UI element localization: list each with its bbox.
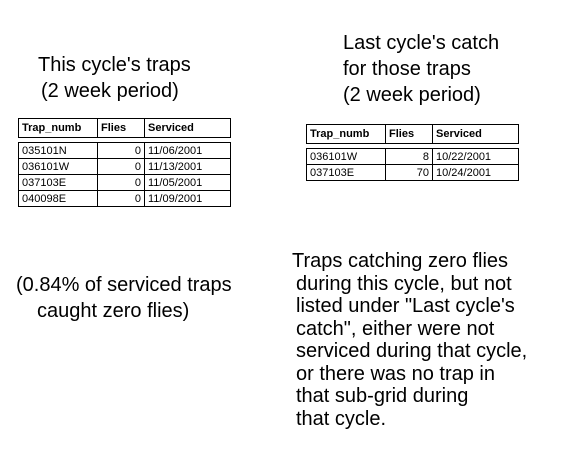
note-line: that cycle. <box>296 407 387 430</box>
serviced-cell: 10/22/2001 <box>432 148 519 165</box>
trap-number-cell: 037103E <box>306 164 386 181</box>
table-row: 040098E 0 11/09/2001 <box>18 190 231 207</box>
heading-line: This cycle's traps <box>38 54 191 76</box>
last-cycle-heading: Last cycle's catch for those traps (2 we… <box>343 30 499 108</box>
trap-number-cell: 040098E <box>18 190 98 207</box>
this-cycle-traps-table: Trap_numb Flies Serviced 035101N 0 11/06… <box>18 118 231 207</box>
note-line: serviced during that cycle, <box>296 340 528 362</box>
heading-line: (2 week period) <box>41 80 179 102</box>
flies-cell: 0 <box>97 190 145 207</box>
serviced-cell: 11/06/2001 <box>144 142 231 159</box>
table-row: 037103E 0 11/05/2001 <box>18 174 231 191</box>
column-header-flies: Flies <box>97 118 145 138</box>
note-line: listed under "Last cycle's <box>296 295 515 317</box>
zero-flies-percentage-note: (0.84% of serviced traps caught zero fli… <box>16 272 232 324</box>
serviced-cell: 10/24/2001 <box>432 164 519 181</box>
table-row: 036101W 8 10/22/2001 <box>306 148 519 165</box>
flies-cell: 0 <box>97 142 145 159</box>
column-header-flies: Flies <box>385 124 433 144</box>
flies-cell: 70 <box>385 164 433 181</box>
explanation-note: Traps catching zero flies during this cy… <box>292 250 527 430</box>
trap-number-cell: 036101W <box>18 158 98 175</box>
note-line: during this cycle, but not <box>296 272 512 295</box>
table-row: 037103E 70 10/24/2001 <box>306 164 519 181</box>
trap-number-cell: 037103E <box>18 174 98 191</box>
flies-cell: 8 <box>385 148 433 165</box>
heading-line: for those traps <box>343 58 471 80</box>
flies-cell: 0 <box>97 158 145 175</box>
column-header-trap-number: Trap_numb <box>306 124 386 144</box>
flies-cell: 0 <box>97 174 145 191</box>
column-header-trap-number: Trap_numb <box>18 118 98 138</box>
column-header-serviced: Serviced <box>144 118 231 138</box>
note-line: caught zero flies) <box>37 300 190 322</box>
note-line: catch", either were not <box>296 317 495 340</box>
note-line: or there was no trap in <box>296 362 495 385</box>
note-line: Traps catching zero flies <box>292 250 509 272</box>
table-row: 036101W 0 11/13/2001 <box>18 158 231 175</box>
trap-number-cell: 036101W <box>306 148 386 165</box>
note-line: (0.84% of serviced traps <box>16 274 232 296</box>
last-cycle-catch-table: Trap_numb Flies Serviced 036101W 8 10/22… <box>306 124 519 181</box>
heading-line: Last cycle's catch <box>343 32 500 54</box>
column-header-serviced: Serviced <box>432 124 519 144</box>
serviced-cell: 11/09/2001 <box>144 190 231 207</box>
serviced-cell: 11/05/2001 <box>144 174 231 191</box>
table-header-row: Trap_numb Flies Serviced <box>306 124 519 144</box>
table-header-row: Trap_numb Flies Serviced <box>18 118 231 138</box>
serviced-cell: 11/13/2001 <box>144 158 231 175</box>
this-cycle-heading: This cycle's traps (2 week period) <box>38 52 191 104</box>
table-row: 035101N 0 11/06/2001 <box>18 142 231 159</box>
note-line: that sub-grid during <box>296 385 469 407</box>
heading-line: (2 week period) <box>343 84 481 106</box>
trap-number-cell: 035101N <box>18 142 98 159</box>
